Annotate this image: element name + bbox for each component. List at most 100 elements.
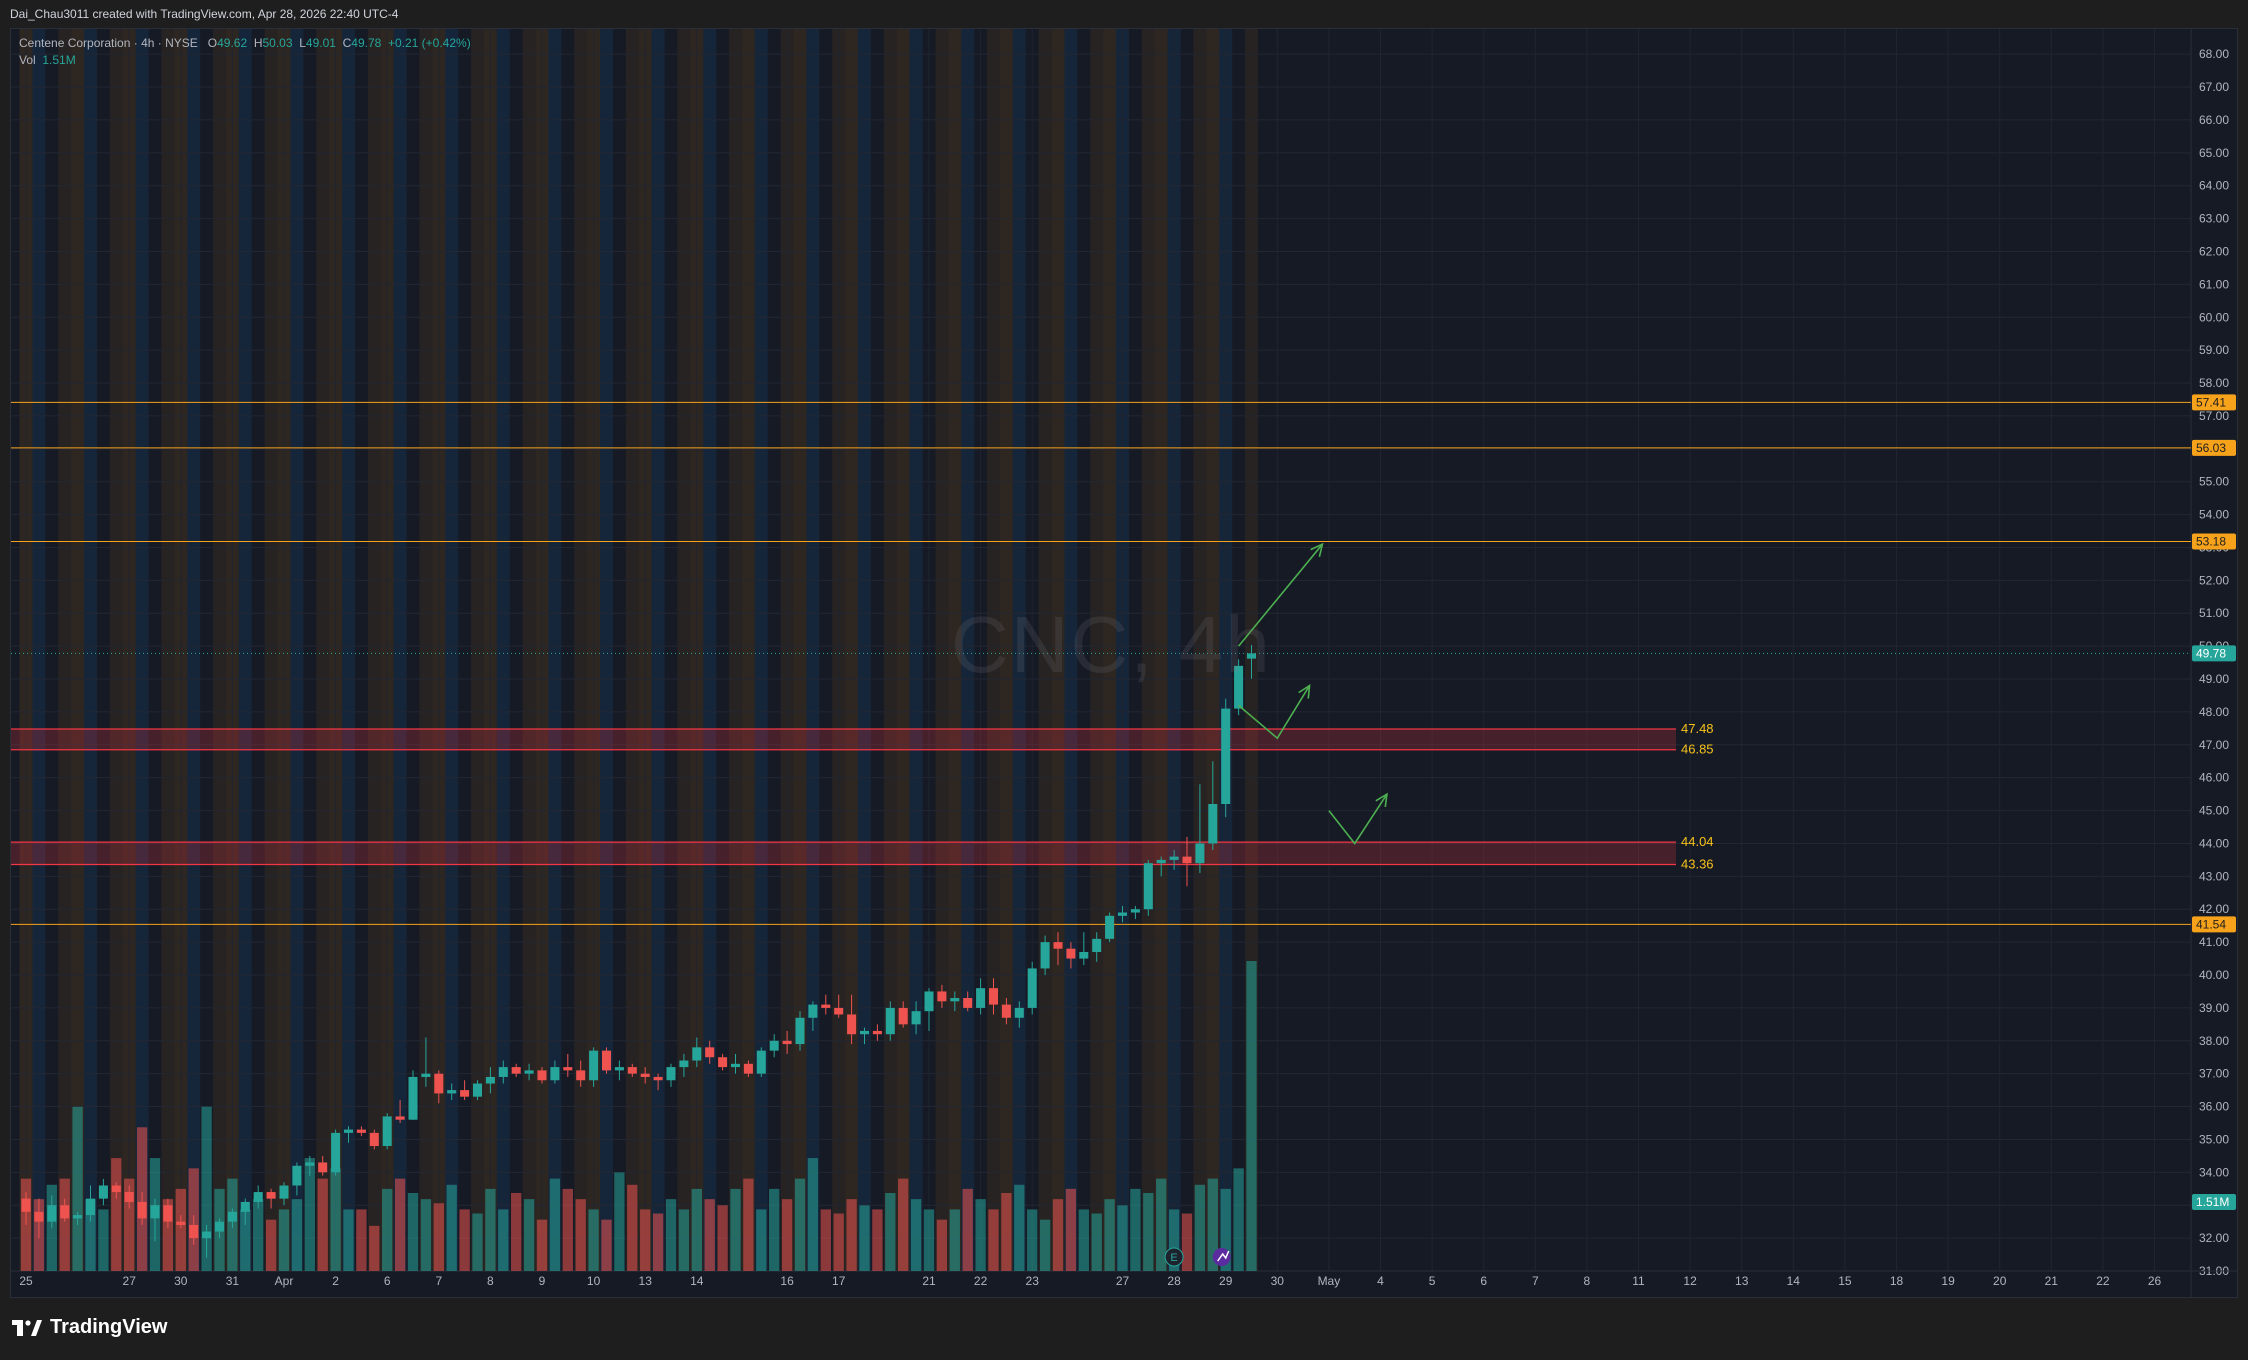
zone-rect (11, 729, 1676, 750)
y-tick-label: 49.00 (2199, 672, 2229, 686)
last-volume-label: 1.51M (2196, 1195, 2229, 1209)
session-background (84, 29, 97, 1271)
price-chart[interactable]: 68.00 67.00 66.00 65.00 64.00 63.00 62.00 61.00… (11, 29, 2238, 1298)
session-background (871, 29, 884, 1271)
candle-body (189, 1224, 199, 1239)
tradingview-logo[interactable]: TradingView (12, 1316, 167, 1339)
session-background (935, 29, 949, 1271)
y-tick-label: 38.00 (2199, 1034, 2229, 1048)
x-tick-label: 8 (1584, 1274, 1591, 1288)
session-background (1051, 29, 1065, 1271)
candle-body (847, 1014, 857, 1035)
symbol-legend: Centene Corporation · 4h · NYSE O49.62 H… (19, 35, 471, 69)
candle-body (550, 1067, 560, 1081)
y-tick-label: 62.00 (2199, 244, 2229, 258)
volume-bar (730, 1188, 741, 1271)
session-background (1103, 29, 1117, 1271)
x-tick-label: 8 (487, 1274, 494, 1288)
candle-body (1221, 708, 1231, 804)
close-label: C (342, 36, 352, 50)
session-background (355, 29, 368, 1271)
candle-body (395, 1116, 405, 1120)
x-tick-label: 23 (1026, 1274, 1040, 1288)
x-tick-label: 14 (1787, 1274, 1801, 1288)
zone-bottom-label: 43.36 (1681, 857, 1714, 872)
earnings-marker-icon (1164, 1247, 1184, 1267)
candle-body (692, 1047, 702, 1061)
y-tick-label: 43.00 (2199, 869, 2229, 883)
volume-bar (304, 1158, 315, 1271)
last-price-tag (2192, 645, 2236, 662)
candle-body (1027, 968, 1037, 1008)
candle-body (1079, 951, 1089, 959)
x-tick-label: 14 (690, 1274, 704, 1288)
y-tick-label: 67.00 (2199, 80, 2229, 94)
volume-label: Vol (19, 53, 36, 67)
x-tick-label: 13 (1735, 1274, 1749, 1288)
y-tick-label: 35.00 (2199, 1132, 2229, 1146)
session-background (574, 29, 588, 1271)
volume-bar (1233, 1168, 1244, 1271)
session-background (987, 29, 1000, 1271)
candle-body (601, 1050, 612, 1071)
y-tick-label: 59.00 (2199, 343, 2229, 357)
candle-body (202, 1231, 212, 1239)
volume-bar (717, 1205, 728, 1271)
x-tick-label: 21 (2045, 1274, 2059, 1288)
volume-bar (420, 1199, 432, 1271)
volume-bar (872, 1209, 883, 1271)
volume-bar (317, 1178, 328, 1271)
volume-bar (1130, 1188, 1141, 1271)
volume-bar (85, 1199, 96, 1271)
volume-bar (1001, 1192, 1012, 1271)
session-background (238, 29, 252, 1271)
candle-body (885, 1007, 895, 1035)
level-price-tag (2192, 916, 2236, 933)
y-tick-label: 40.00 (2199, 968, 2229, 982)
volume-bar (975, 1199, 986, 1271)
session-background (45, 29, 58, 1271)
candle-body (1195, 843, 1205, 864)
y-tick-label: 47.00 (2199, 738, 2229, 752)
volume-bar (407, 1192, 419, 1271)
volume-bar (1246, 961, 1257, 1271)
y-tick-label: 32.00 (2199, 1231, 2229, 1245)
candle-body (60, 1205, 70, 1219)
volume-bar (72, 1106, 83, 1271)
candle-body (718, 1057, 728, 1068)
volume-bar (1143, 1192, 1154, 1271)
session-background (961, 29, 975, 1271)
open-label: O (207, 36, 218, 50)
volume-bar (1117, 1205, 1128, 1271)
candle-body (73, 1215, 83, 1219)
volume-bar (794, 1178, 806, 1271)
session-background (1154, 29, 1168, 1271)
volume-bar (330, 1168, 341, 1271)
volume-bar (1194, 1184, 1206, 1271)
candle-body (279, 1185, 289, 1199)
x-tick-label: Apr (275, 1274, 294, 1288)
y-tick-label: 52.00 (2199, 573, 2229, 587)
level-price-label: 56.03 (2196, 441, 2226, 455)
volume-bar (601, 1219, 612, 1271)
y-tick-label: 60.00 (2199, 310, 2229, 324)
volume-bar (898, 1178, 909, 1271)
candle-body (408, 1076, 418, 1120)
candle-body (111, 1185, 121, 1193)
session-background (200, 29, 213, 1271)
session-background (1206, 29, 1220, 1271)
candle-body (21, 1198, 31, 1212)
volume-bar (124, 1178, 135, 1271)
candle-body (666, 1067, 676, 1081)
candle-body (511, 1067, 521, 1074)
x-tick-label: 12 (1683, 1274, 1697, 1288)
x-tick-label: 27 (1116, 1274, 1130, 1288)
zone-top-label: 47.48 (1681, 721, 1714, 736)
x-tick-label: 10 (587, 1274, 601, 1288)
candle-body (679, 1060, 689, 1068)
volume-bar (820, 1209, 831, 1271)
volume-bar (369, 1225, 380, 1271)
x-tick-label: 25 (19, 1274, 33, 1288)
candle-body (756, 1050, 766, 1074)
chart-area[interactable]: 68.00 67.00 66.00 65.00 64.00 63.00 62.00 61.00… (10, 28, 2238, 1298)
